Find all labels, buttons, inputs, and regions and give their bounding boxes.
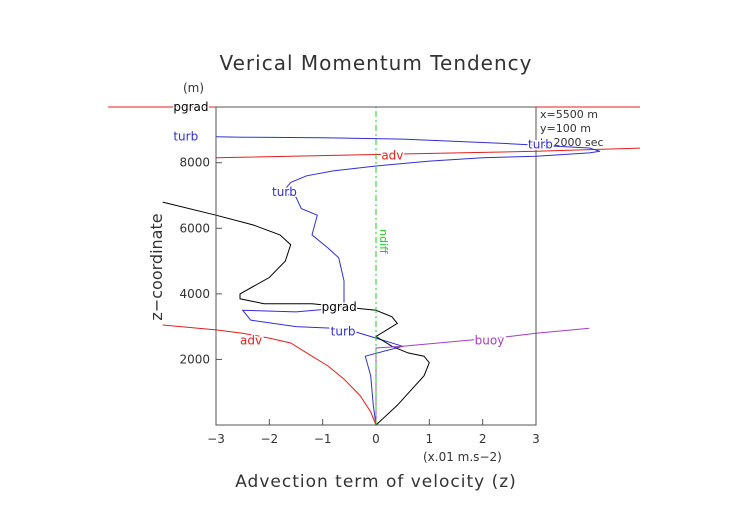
y-axis-label: z−coordinate [147,213,166,320]
series-label-pgrad: pgrad [173,100,208,114]
series-label-turb: turb [528,138,553,152]
axis-ticks: −3 −2 −1 0 1 2 3 2000 4000 6000 8000 [179,156,539,446]
series-label-adv: adv [240,333,262,347]
y-tick-label: 6000 [179,221,210,235]
series-label-turb: turb [331,325,356,339]
series-label-turb: turb [272,185,297,199]
info-line: x=5500 m [540,108,598,121]
series-line-adv-upper [215,147,640,159]
plot-frame [215,106,537,426]
x-tick-label: 0 [372,432,380,446]
x-tick-label: −2 [260,432,278,446]
y-axis-units: (m) [183,81,204,95]
series-label-adv: adv [381,149,403,163]
info-box: x=5500 my=100 mt=2000 sec [540,108,604,149]
y-tick-label: 2000 [179,352,210,366]
x-axis-label: Advection term of velocity (z) [235,472,517,492]
y-tick-label: 8000 [179,156,210,170]
series-line-adv [162,324,377,426]
chart-title: Verical Momentum Tendency [220,51,533,75]
x-tick-label: −1 [314,432,332,446]
series-line-turb [215,136,601,426]
info-line: y=100 m [540,122,591,135]
x-tick-label: 1 [426,432,434,446]
series-label-buoy: buoy [475,334,505,348]
x-tick-label: −3 [207,432,225,446]
x-tick-label: 3 [532,432,540,446]
series-label-turb: turb [173,130,198,144]
y-tick-label: 4000 [179,287,210,301]
series-label-pgrad: pgrad [322,300,357,314]
series-label-ndiff: ndiff [377,229,390,254]
x-axis-units: (x.01 m.s−2) [423,450,502,464]
x-tick-label: 2 [479,432,487,446]
